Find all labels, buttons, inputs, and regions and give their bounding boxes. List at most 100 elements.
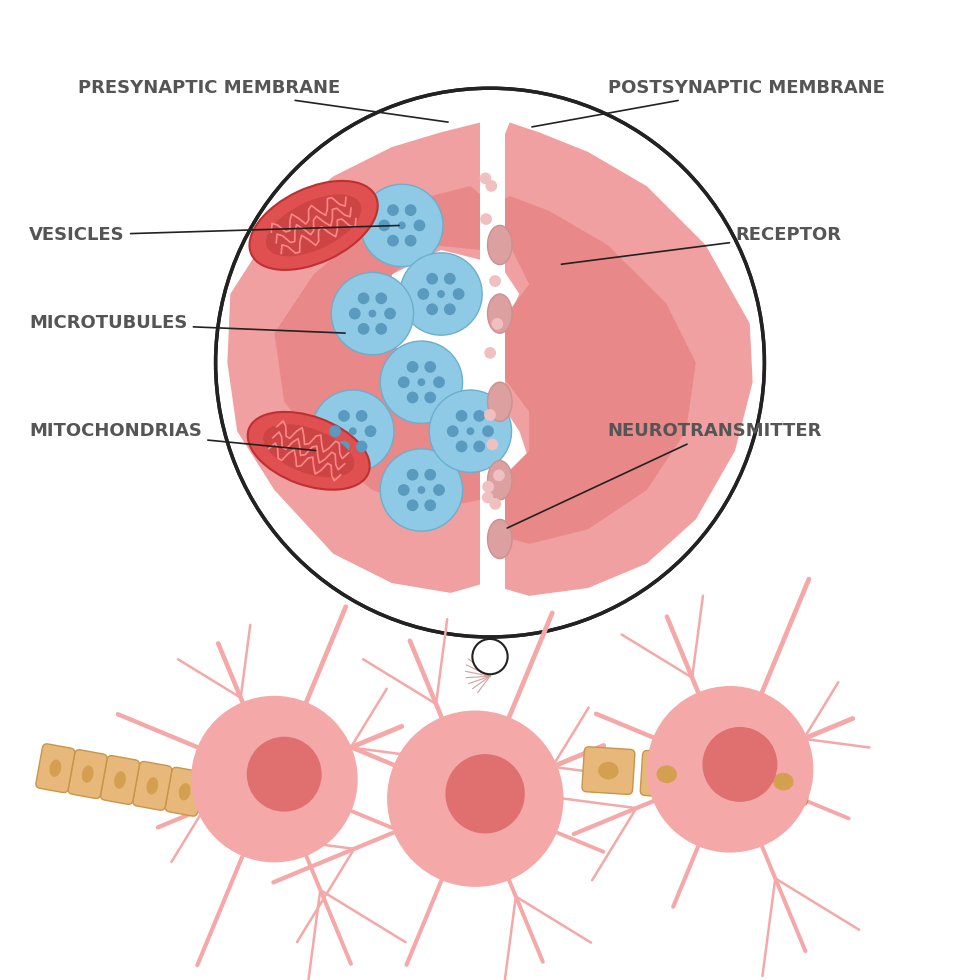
Circle shape (489, 498, 501, 510)
Circle shape (433, 484, 445, 496)
Circle shape (247, 737, 321, 811)
Circle shape (414, 220, 425, 231)
Circle shape (405, 204, 416, 216)
Circle shape (482, 178, 498, 194)
Circle shape (482, 481, 494, 493)
Ellipse shape (488, 382, 512, 421)
Circle shape (398, 376, 410, 388)
Circle shape (358, 323, 369, 335)
Circle shape (473, 410, 485, 421)
Ellipse shape (773, 773, 794, 791)
Circle shape (482, 453, 498, 468)
Circle shape (485, 180, 497, 192)
Circle shape (444, 272, 456, 284)
Circle shape (407, 392, 418, 404)
Text: NEUROTRANSMITTER: NEUROTRANSMITTER (508, 422, 822, 528)
Circle shape (216, 88, 764, 637)
Circle shape (338, 441, 350, 453)
Circle shape (482, 374, 498, 390)
Circle shape (398, 221, 406, 229)
Ellipse shape (250, 181, 377, 270)
Circle shape (482, 492, 498, 508)
Ellipse shape (248, 412, 369, 490)
Circle shape (407, 500, 418, 512)
Circle shape (387, 235, 399, 247)
Ellipse shape (488, 461, 512, 500)
Circle shape (482, 492, 494, 504)
Circle shape (361, 184, 443, 267)
Circle shape (387, 710, 564, 887)
Circle shape (424, 468, 436, 480)
Circle shape (482, 296, 498, 312)
Circle shape (482, 218, 498, 233)
Circle shape (398, 484, 410, 496)
Circle shape (417, 378, 425, 386)
Circle shape (384, 308, 396, 319)
Circle shape (356, 441, 368, 453)
Circle shape (380, 449, 463, 531)
Ellipse shape (264, 424, 354, 477)
Circle shape (472, 639, 508, 674)
Circle shape (400, 253, 482, 335)
Ellipse shape (488, 519, 512, 559)
Text: VESICLES: VESICLES (29, 225, 399, 244)
Circle shape (407, 468, 418, 480)
Circle shape (453, 288, 465, 300)
FancyBboxPatch shape (640, 751, 693, 798)
Circle shape (482, 570, 498, 586)
Circle shape (329, 425, 341, 437)
Circle shape (437, 290, 445, 298)
Polygon shape (227, 122, 510, 593)
Circle shape (426, 304, 438, 316)
Ellipse shape (81, 765, 93, 783)
Circle shape (358, 292, 369, 304)
Circle shape (473, 441, 485, 453)
Circle shape (482, 531, 498, 547)
Circle shape (407, 361, 418, 372)
Polygon shape (274, 186, 500, 510)
Circle shape (480, 214, 492, 225)
Circle shape (375, 292, 387, 304)
Circle shape (424, 500, 436, 512)
Circle shape (365, 425, 376, 437)
Circle shape (486, 439, 498, 451)
FancyBboxPatch shape (36, 744, 74, 793)
Circle shape (444, 304, 456, 316)
Ellipse shape (714, 769, 735, 787)
Polygon shape (480, 108, 505, 617)
Circle shape (417, 486, 425, 494)
Ellipse shape (146, 777, 158, 795)
Circle shape (368, 310, 376, 318)
Circle shape (456, 441, 467, 453)
Circle shape (491, 318, 503, 330)
Circle shape (380, 341, 463, 423)
FancyBboxPatch shape (582, 747, 635, 795)
Ellipse shape (488, 225, 512, 265)
Text: PRESYNAPTIC MEMBRANE: PRESYNAPTIC MEMBRANE (78, 79, 448, 122)
Ellipse shape (178, 783, 190, 801)
Circle shape (482, 414, 498, 429)
FancyBboxPatch shape (166, 767, 204, 816)
Ellipse shape (657, 765, 677, 783)
Circle shape (456, 410, 467, 421)
Polygon shape (485, 196, 696, 544)
Circle shape (489, 275, 501, 287)
Circle shape (482, 139, 498, 155)
Circle shape (356, 410, 368, 421)
Circle shape (647, 686, 813, 853)
Circle shape (484, 347, 496, 359)
Circle shape (447, 425, 459, 437)
Circle shape (482, 257, 498, 272)
FancyBboxPatch shape (133, 761, 171, 810)
Circle shape (405, 235, 416, 247)
Circle shape (482, 335, 498, 351)
Polygon shape (480, 122, 753, 596)
Circle shape (331, 272, 414, 355)
Circle shape (191, 696, 358, 862)
Ellipse shape (114, 771, 125, 789)
Circle shape (349, 427, 357, 435)
Circle shape (466, 427, 474, 435)
Circle shape (312, 390, 394, 472)
FancyBboxPatch shape (699, 755, 752, 802)
Circle shape (387, 204, 399, 216)
